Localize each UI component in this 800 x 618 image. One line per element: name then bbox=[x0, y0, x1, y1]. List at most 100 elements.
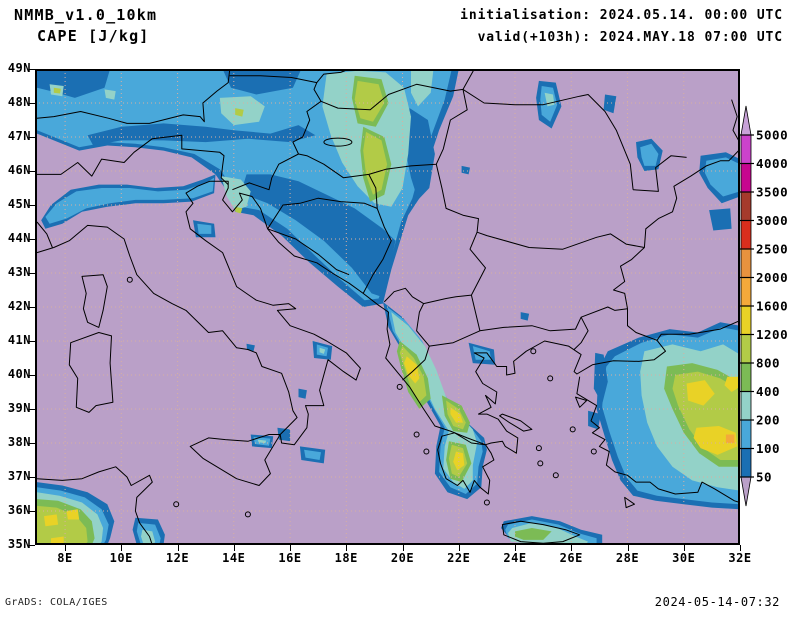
cape-region-level-100 bbox=[640, 143, 659, 166]
lat-label: 41N bbox=[7, 333, 31, 347]
cape-region-level-800 bbox=[235, 108, 244, 117]
colorbar-label: 50 bbox=[756, 470, 772, 485]
lon-label: 16E bbox=[278, 551, 302, 565]
cape-region-level-1200 bbox=[453, 451, 465, 471]
colorbar-segment bbox=[740, 163, 752, 193]
lon-label: 18E bbox=[334, 551, 358, 565]
grads-credit: GrADS: COLA/IGES bbox=[5, 597, 108, 608]
cape-region-level-1200 bbox=[686, 380, 715, 406]
lon-tick bbox=[571, 545, 573, 551]
lat-label: 40N bbox=[7, 367, 31, 381]
cape-region-level-200 bbox=[104, 89, 116, 100]
cape-region-level-50 bbox=[87, 123, 316, 146]
lat-tick bbox=[29, 239, 35, 240]
colorbar-label: 400 bbox=[756, 384, 780, 399]
lon-label: 8E bbox=[57, 551, 73, 565]
lat-label: 38N bbox=[7, 435, 31, 449]
lat-tick bbox=[29, 273, 35, 274]
cape-region-level-800 bbox=[354, 80, 385, 122]
colorbar-segment bbox=[740, 248, 752, 278]
colorbar-label: 3000 bbox=[756, 213, 788, 228]
lon-label: 30E bbox=[672, 551, 696, 565]
colorbar-segment bbox=[740, 277, 752, 307]
lat-tick bbox=[29, 511, 35, 512]
lat-label: 47N bbox=[7, 129, 31, 143]
valid-time-label: valid(+103h): 2024.MAY.18 07:00 UTC bbox=[477, 30, 783, 45]
lat-tick bbox=[29, 341, 35, 342]
lon-tick bbox=[740, 545, 741, 551]
cape-region-level-1200 bbox=[693, 426, 738, 455]
colorbar-label: 800 bbox=[756, 356, 780, 371]
cape-region-level-100 bbox=[304, 449, 321, 460]
lon-label: 12E bbox=[165, 551, 190, 565]
cape-region-level-1200 bbox=[724, 376, 740, 392]
cape-map bbox=[35, 69, 740, 545]
colorbar-label: 3500 bbox=[756, 185, 788, 200]
lon-tick bbox=[233, 545, 235, 551]
map-frame bbox=[35, 69, 740, 545]
grid-lines bbox=[35, 69, 740, 545]
cape-region-level-50 bbox=[404, 108, 435, 200]
cape-region-level-50 bbox=[709, 208, 732, 231]
cape-region-level-800 bbox=[53, 87, 61, 94]
lon-label: 10E bbox=[109, 551, 133, 565]
lat-label: 48N bbox=[7, 95, 31, 109]
lon-label: 24E bbox=[503, 551, 527, 565]
colorbar-arrow-down bbox=[740, 476, 752, 507]
init-time-label: initialisation: 2024.05.14. 00:00 UTC bbox=[460, 8, 783, 23]
lat-label: 42N bbox=[7, 299, 31, 313]
lat-tick bbox=[29, 103, 35, 104]
variable-title: CAPE [J/kg] bbox=[37, 27, 150, 45]
cape-region-level-400 bbox=[515, 528, 552, 540]
colorbar-segment bbox=[740, 134, 752, 164]
colorbar: 5000 4000 3500 3000 2500 2000 1600 1200 800 400 20… bbox=[740, 105, 788, 507]
lon-tick bbox=[515, 545, 516, 551]
lat-label: 44N bbox=[7, 231, 31, 245]
lat-label: 35N bbox=[7, 537, 31, 551]
cape-region-level-50 bbox=[603, 94, 617, 114]
cape-region-level-50 bbox=[41, 174, 216, 229]
plot-timestamp: 2024-05-14-07:32 bbox=[654, 595, 780, 609]
cape-region-level-50 bbox=[588, 410, 601, 430]
cape-region-level-50 bbox=[593, 352, 608, 404]
colorbar-label: 1200 bbox=[756, 327, 788, 342]
cape-region-level-1200 bbox=[404, 356, 420, 384]
cape-region-level-1200 bbox=[66, 509, 80, 520]
cape-region-level-200 bbox=[141, 529, 156, 545]
colorbar-label: 200 bbox=[756, 413, 780, 428]
lon-tick bbox=[402, 545, 404, 551]
lat-label: 37N bbox=[7, 469, 31, 483]
cape-region-level-200 bbox=[319, 347, 326, 354]
lake-balaton-outline bbox=[323, 137, 353, 147]
colorbar-segment bbox=[740, 191, 752, 221]
colorbar-segment bbox=[740, 220, 752, 250]
cape-region-level-800 bbox=[363, 131, 388, 195]
colorbar-label: 2000 bbox=[756, 270, 788, 285]
lon-tick bbox=[627, 545, 629, 551]
lon-tick bbox=[458, 545, 460, 551]
colorbar-segment bbox=[740, 391, 752, 421]
cape-region-level-50 bbox=[461, 165, 470, 175]
lat-label: 46N bbox=[7, 163, 31, 177]
coastlines bbox=[36, 137, 740, 545]
cape-region-level-1200 bbox=[450, 407, 463, 423]
lon-label: 28E bbox=[615, 551, 640, 565]
colorbar-label: 100 bbox=[756, 441, 780, 456]
lon-label: 26E bbox=[559, 551, 583, 565]
lon-label: 20E bbox=[390, 551, 415, 565]
lon-label: 32E bbox=[728, 551, 752, 565]
cape-region-level-200 bbox=[411, 69, 434, 107]
lon-tick bbox=[65, 545, 66, 551]
lat-tick bbox=[29, 307, 35, 308]
country-borders bbox=[36, 69, 740, 381]
colorbar-label: 5000 bbox=[756, 128, 788, 143]
colorbar-segment bbox=[740, 334, 752, 364]
lat-tick bbox=[29, 443, 35, 444]
lon-tick bbox=[346, 545, 348, 551]
lat-tick bbox=[29, 205, 35, 206]
cape-region-level-1200 bbox=[44, 514, 59, 527]
colorbar-segment bbox=[740, 419, 752, 449]
cape-region-level-1600 bbox=[725, 434, 735, 443]
lat-label: 36N bbox=[7, 503, 31, 517]
